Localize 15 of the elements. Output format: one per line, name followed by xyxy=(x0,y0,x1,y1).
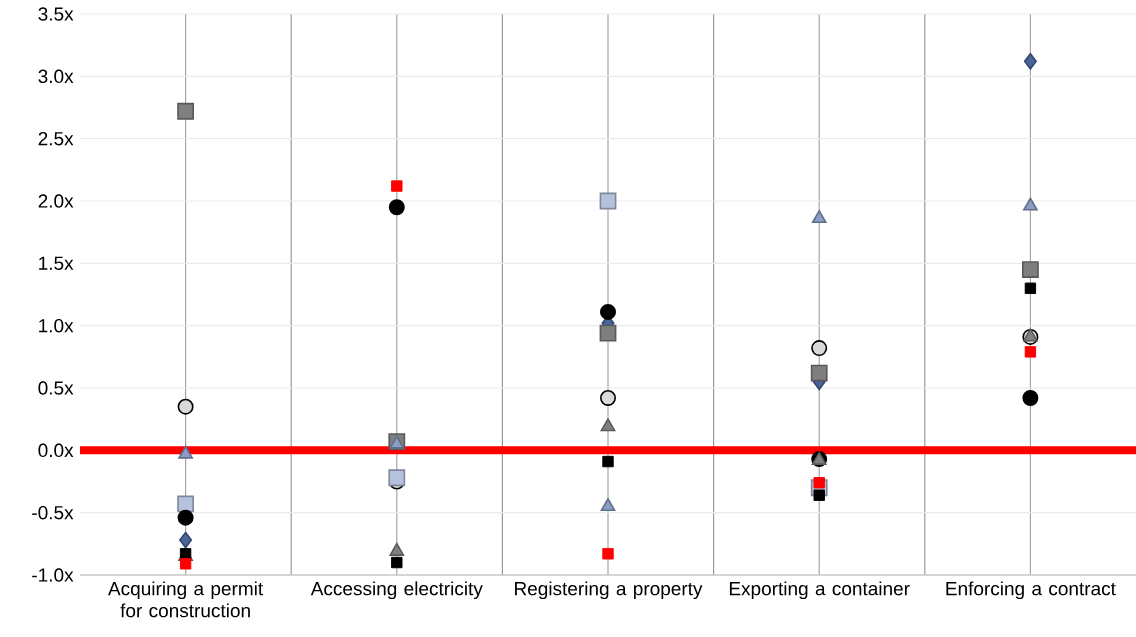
y-tick-label: 0.5x xyxy=(38,381,74,395)
x-tick-label: Acquiring a permit for construction xyxy=(108,581,264,618)
y-tick-label: 2.0x xyxy=(38,194,74,208)
y-tick-label: 0.0x xyxy=(38,443,74,458)
x-tick-label: Registering a property xyxy=(515,581,703,600)
y-tick-label: 1.5x xyxy=(39,256,74,270)
y-tick-label: -0.5x xyxy=(32,505,74,520)
y-tick-label: 1.0x xyxy=(39,318,74,333)
x-tick-label: Accessing electricity xyxy=(310,581,483,600)
y-tick-label: 3.5x xyxy=(38,7,74,21)
y-tick-label: 3.0x xyxy=(38,69,74,84)
y-tick-label: 2.5x xyxy=(38,131,74,146)
x-tick-label: Exporting a container xyxy=(729,581,910,600)
y-tick-label: -1.0x xyxy=(32,568,74,582)
x-tick-label: Enforcing a contract xyxy=(946,581,1116,600)
